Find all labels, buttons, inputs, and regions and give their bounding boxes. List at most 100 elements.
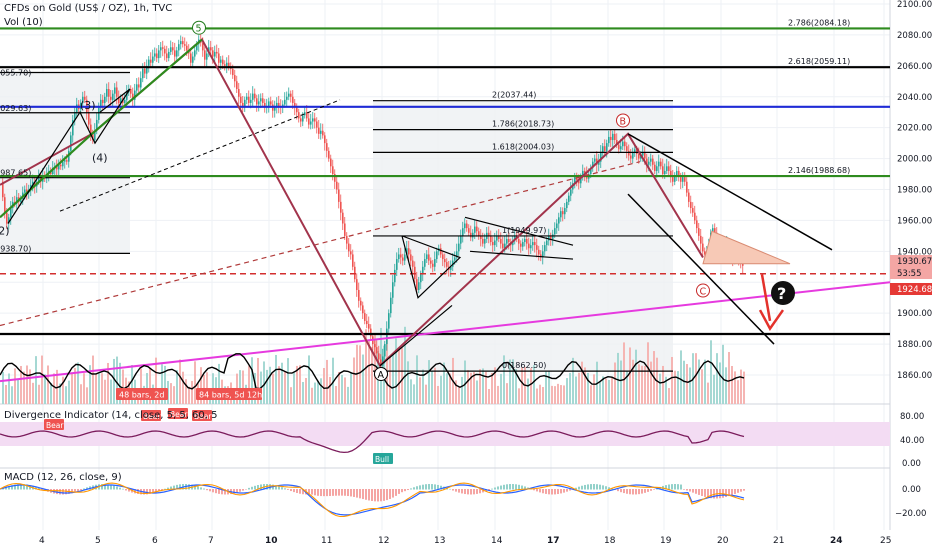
candle-body (638, 153, 640, 159)
volume-bar (71, 372, 73, 404)
volume-bar (371, 346, 373, 404)
macd-histogram-bar (2, 488, 4, 490)
candle-body (174, 50, 176, 57)
time-tick-label: 7 (208, 536, 214, 546)
price-axis-tag (890, 283, 932, 295)
candle-body (386, 328, 388, 345)
macd-histogram-bar (452, 489, 454, 491)
price-tick-label: 1860.00 (897, 371, 932, 381)
candle-body (256, 98, 258, 105)
candle-body (518, 238, 520, 244)
volume-bar (179, 359, 181, 404)
candle-body (240, 96, 242, 103)
volume-bar (314, 382, 316, 404)
macd-histogram-bar (563, 489, 565, 493)
macd-histogram-bar (326, 489, 328, 497)
candle-body (652, 158, 654, 165)
macd-histogram-bar (503, 484, 505, 490)
volume-bar (50, 383, 52, 404)
macd-histogram-bar (398, 489, 400, 494)
candle-body (474, 226, 476, 233)
candle-body (472, 232, 474, 238)
candle-body (616, 140, 618, 145)
candle-body (670, 170, 672, 178)
candle-body (548, 235, 550, 241)
candle-body (426, 254, 428, 260)
candle-body (668, 166, 670, 171)
volume-bar (338, 372, 340, 404)
candle-body (654, 164, 656, 171)
candle-body (334, 174, 336, 182)
volume-bar (635, 349, 637, 404)
candle-body (514, 235, 516, 241)
macd-histogram-bar (476, 489, 478, 494)
candle-body (582, 170, 584, 178)
candle-body (360, 300, 362, 306)
volume-bar (515, 369, 517, 404)
candle-body (622, 141, 624, 147)
volume-bar (734, 371, 736, 404)
question-mark: ? (777, 284, 786, 303)
candle-body (310, 121, 312, 125)
divergence-marker (192, 410, 212, 421)
candle-body (224, 64, 226, 66)
macd-histogram-bar (8, 486, 10, 490)
candle-body (204, 50, 206, 60)
candle-body (160, 47, 162, 51)
macd-histogram-bar (344, 489, 346, 496)
bars-range-box (116, 388, 168, 400)
volume-bar (347, 386, 349, 404)
volume-bar (398, 349, 400, 404)
candle-body (658, 161, 660, 167)
macd-histogram-bar (506, 484, 508, 490)
time-tick-label: 12 (378, 536, 389, 546)
wave-label: 5 (196, 24, 202, 35)
candle-body (206, 53, 208, 60)
macd-histogram-bar (107, 484, 109, 490)
candle-body (388, 313, 390, 329)
volume-bar (365, 329, 367, 404)
candle-body (606, 143, 608, 151)
volume-bar (263, 361, 265, 404)
macd-histogram-bar (620, 489, 622, 493)
volume-bar (182, 371, 184, 404)
candle-body (234, 75, 236, 82)
divergence-marker-label: Bear (143, 412, 161, 421)
time-tick-label: 5 (95, 536, 101, 546)
volume-bar (335, 386, 337, 404)
macd-histogram-bar (437, 484, 439, 490)
candle-body (430, 260, 432, 264)
time-tick-label: 25 (880, 536, 891, 546)
candle-body (288, 93, 290, 97)
macd-histogram-bar (467, 489, 469, 495)
macd-histogram-bar (434, 484, 436, 490)
volume-bar (722, 344, 724, 404)
macd-histogram-bar (224, 489, 226, 495)
volume-bar (284, 371, 286, 404)
macd-histogram-bar (473, 489, 475, 495)
price-axis-tag-label: 1930.67 (897, 257, 932, 267)
volume-bar (440, 375, 442, 404)
volume-bar (563, 385, 565, 404)
volume-bar (443, 362, 445, 404)
macd-histogram-bar (146, 489, 148, 495)
volume-bar (47, 365, 49, 404)
macd-histogram-bar (638, 489, 640, 495)
macd-histogram-bar (683, 489, 685, 490)
candle-body (362, 305, 364, 314)
candle-body (698, 228, 700, 236)
bars-range-label: 48 bars, 2d (119, 391, 164, 400)
fib-zones (0, 72, 673, 372)
macd-histogram-bar (257, 485, 259, 490)
candle-body (546, 240, 548, 246)
candle-body (142, 68, 144, 79)
volume-bar (281, 362, 283, 404)
price-axis: 1860.00 1880.00 1900.00 1940.00 1960.00 1980.… (890, 0, 932, 519)
candle-body (82, 96, 84, 103)
price-axis-tag-label: 1924.68 (897, 285, 932, 295)
candle-body (220, 59, 222, 63)
macd-histogram-bar (80, 489, 82, 491)
candle-body (328, 150, 330, 159)
candle-body (120, 98, 122, 103)
